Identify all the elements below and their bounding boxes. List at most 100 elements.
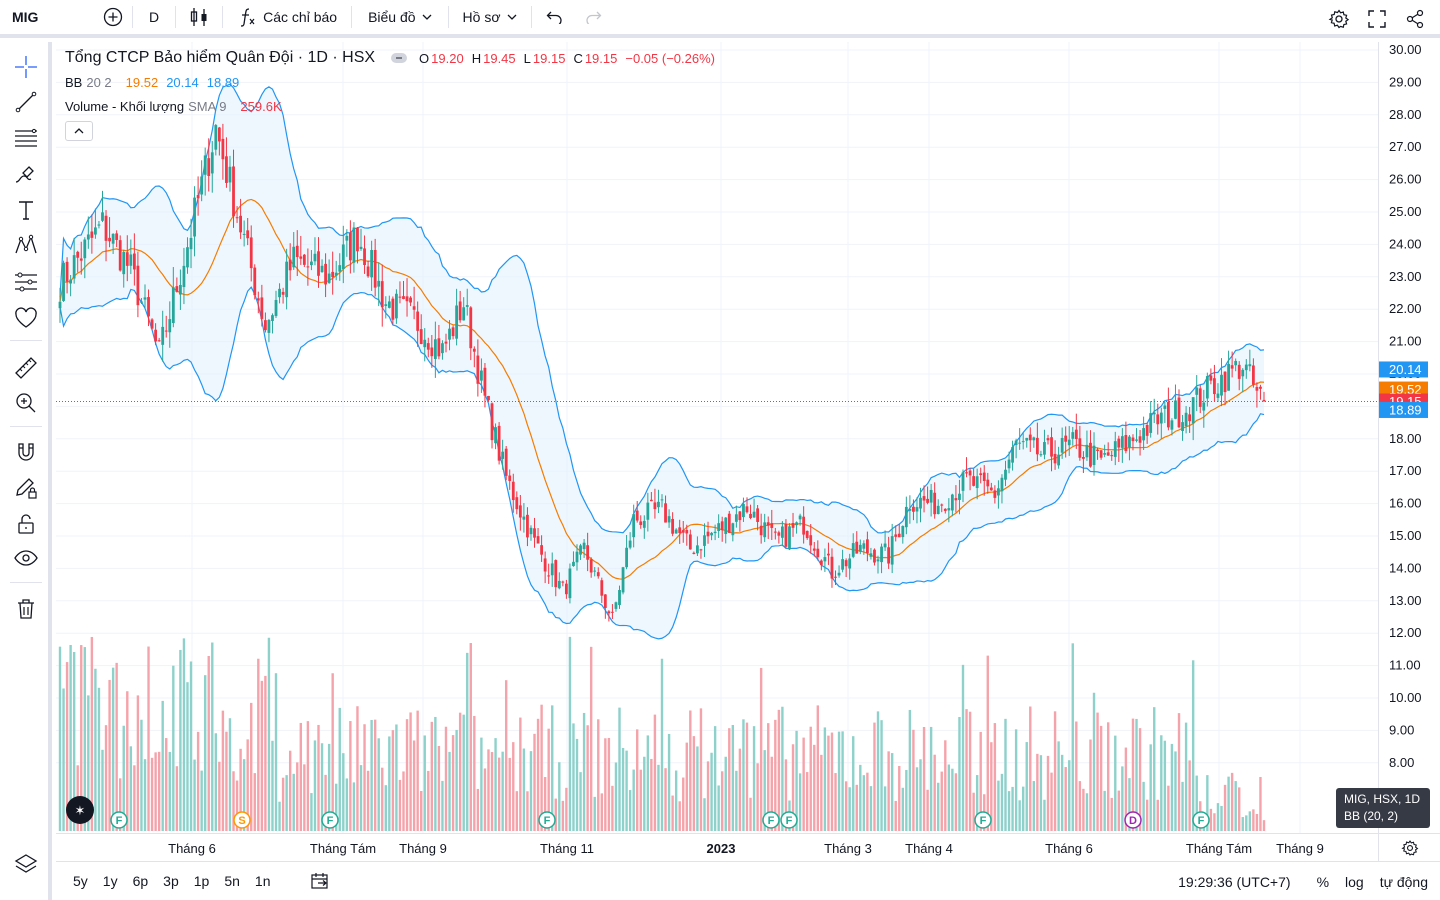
candle-body: [430, 347, 434, 357]
percent-scale-toggle[interactable]: %: [1316, 873, 1330, 890]
candle-body: [1043, 442, 1046, 455]
fib-tool-button[interactable]: [8, 122, 44, 154]
close-value: 19.15: [584, 50, 618, 66]
range-button-6p[interactable]: 6p: [132, 873, 149, 889]
candle-body: [511, 481, 515, 501]
text-tool-button[interactable]: [8, 194, 44, 226]
candle-body: [968, 470, 972, 476]
time-tick-label: 2023: [707, 841, 736, 856]
candle-body: [798, 515, 802, 520]
brush-tool-button[interactable]: [8, 158, 44, 190]
object-tree-button[interactable]: [8, 848, 44, 880]
candle-body: [136, 265, 140, 306]
crosshair-tool-button[interactable]: [8, 51, 44, 83]
hide-drawings-button[interactable]: [8, 542, 44, 574]
range-button-1n[interactable]: 1n: [254, 873, 271, 889]
event-marker: F: [762, 811, 780, 829]
candle-body: [919, 497, 922, 509]
symbol-search-button[interactable]: MIG: [12, 9, 39, 25]
candle-body: [246, 230, 250, 239]
pattern-tool-button[interactable]: [8, 230, 44, 262]
toolbar-divider: [10, 340, 42, 341]
volume-bar: [129, 746, 133, 831]
volume-bar: [288, 750, 292, 831]
candle-body: [207, 158, 211, 177]
volume-bar: [898, 766, 901, 831]
volume-bar: [1177, 713, 1181, 831]
legend-collapse-button[interactable]: [65, 121, 93, 141]
volume-bar: [203, 675, 207, 831]
event-marker: F: [974, 811, 992, 829]
open-label: O: [419, 50, 430, 66]
candle-body: [922, 496, 926, 501]
range-button-5n[interactable]: 5n: [224, 873, 240, 889]
bb-basis-value: 19.52: [125, 74, 159, 90]
candle-body: [547, 575, 551, 577]
sliders-icon: [15, 272, 37, 292]
legend-bb-indicator[interactable]: BB 20 2 19.52 20.14 18.89: [65, 70, 723, 94]
candle-body: [674, 529, 678, 534]
price-axis[interactable]: 30.00 29.00 28.00 27.00 26.00 25.00 24.00 23.00…: [1378, 42, 1440, 833]
event-marker: F: [1192, 811, 1210, 829]
measure-tool-button[interactable]: [8, 352, 44, 384]
candle-body: [692, 552, 696, 554]
volume-bar: [965, 709, 968, 831]
time-axis[interactable]: Tháng 6 Tháng Tám Tháng 9 Tháng 11 2023 Tháng…: [56, 833, 1378, 861]
price-chart[interactable]: ✶F S F F F F F D F: [56, 42, 1378, 833]
candle-body: [557, 580, 561, 589]
candle-body: [200, 176, 204, 195]
price-tick-label: 28.00: [1389, 107, 1422, 122]
range-button-1y[interactable]: 1y: [102, 873, 118, 889]
market-status-icon: [391, 53, 408, 63]
chart-style-button[interactable]: [176, 0, 222, 36]
lock-drawing-mode-button[interactable]: [8, 472, 44, 504]
candle-body: [1113, 441, 1117, 457]
candle-body: [292, 246, 296, 268]
clock-timezone-button[interactable]: 19:29:36 (UTC+7): [1178, 873, 1291, 890]
favorites-tool-button[interactable]: [8, 302, 44, 334]
share-button[interactable]: [1396, 0, 1434, 38]
volume-bar: [1188, 760, 1191, 831]
chart-menu-button[interactable]: Biểu đồ: [352, 0, 447, 36]
indicators-button[interactable]: Các chỉ báo: [223, 0, 351, 36]
redo-button[interactable]: [574, 0, 612, 36]
eye-icon: [14, 550, 38, 566]
log-scale-toggle[interactable]: log: [1345, 873, 1364, 890]
candle-body: [377, 280, 381, 287]
candle-body: [210, 152, 214, 174]
magnet-tool-button[interactable]: [8, 436, 44, 468]
settings-button[interactable]: [1320, 0, 1358, 38]
range-button-1p[interactable]: 1p: [193, 873, 210, 889]
compare-add-button[interactable]: [94, 0, 132, 36]
candle-body: [526, 514, 529, 538]
axis-settings-button[interactable]: [1378, 833, 1440, 861]
lock-all-button[interactable]: [8, 508, 44, 540]
volume-bar: [409, 712, 412, 831]
go-to-date-button[interactable]: [301, 862, 339, 900]
candle-body: [161, 326, 165, 345]
remove-drawings-button[interactable]: [8, 593, 44, 625]
undo-button[interactable]: [536, 0, 574, 36]
trend-line-tool-button[interactable]: [8, 86, 44, 118]
candle-body: [837, 572, 841, 576]
fullscreen-button[interactable]: [1358, 0, 1396, 38]
volume-bar: [1068, 760, 1071, 831]
toolbar-divider: [175, 6, 177, 28]
chevron-down-icon: [422, 14, 432, 20]
volume-bar: [1206, 775, 1209, 831]
candle-body: [352, 227, 356, 263]
legend-main-series[interactable]: Tổng CTCP Bảo hiểm Quân Đội · 1D · HSX O…: [65, 46, 723, 70]
open-value: 19.20: [431, 50, 464, 66]
candle-body: [1234, 360, 1238, 366]
zoom-tool-button[interactable]: [8, 387, 44, 419]
prediction-tool-button[interactable]: [8, 266, 44, 298]
range-button-3p[interactable]: 3p: [163, 873, 179, 889]
range-button-5y[interactable]: 5y: [73, 873, 88, 889]
chart-pane[interactable]: ✶ F S F F F F F D F: [56, 42, 1378, 833]
volume-name: Volume - Khối lượng: [65, 98, 185, 114]
interval-button[interactable]: D: [149, 9, 160, 25]
profile-menu-button[interactable]: Hồ sơ: [449, 0, 531, 36]
candle-body: [1205, 376, 1209, 399]
auto-scale-toggle[interactable]: tự động: [1379, 873, 1428, 890]
legend-volume-indicator[interactable]: Volume - Khối lượng SMA 9 259.6K: [65, 94, 723, 118]
